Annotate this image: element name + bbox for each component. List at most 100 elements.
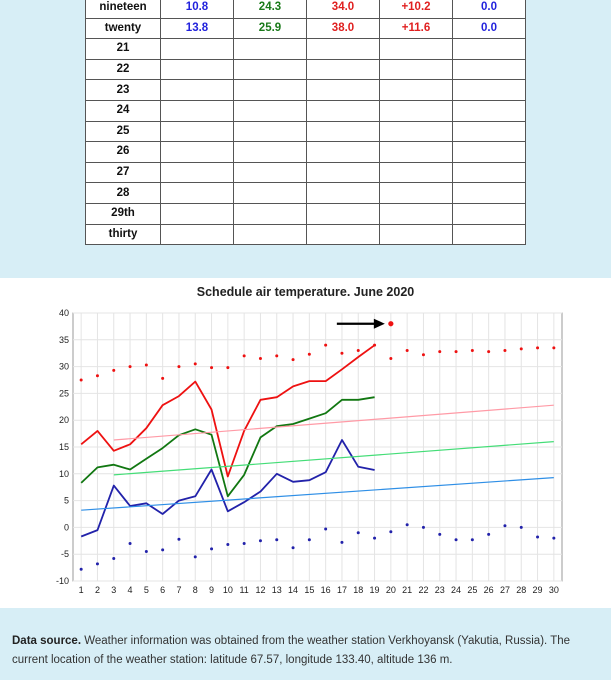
cell-precipitation (452, 120, 526, 143)
series-record-min-point (421, 525, 425, 529)
x-tick-label: 9 (209, 585, 214, 595)
x-tick-label: 5 (144, 585, 149, 595)
cell-precipitation (452, 79, 526, 101)
cell-max-temp (306, 202, 380, 225)
series-record-min-point (438, 532, 442, 536)
series-record-min-point (307, 538, 311, 542)
y-tick-label: -10 (56, 576, 69, 586)
series-record-max-point (258, 357, 262, 361)
series-min-line (80, 439, 375, 538)
cell-avg-temp (233, 38, 307, 60)
cell-anomaly: +11.6 (379, 17, 453, 40)
cell-min-temp (160, 223, 234, 246)
series-record-max-point (95, 374, 99, 378)
series-record-min-point (177, 537, 181, 541)
table-row: 22 (85, 58, 526, 81)
cell-precipitation: 0.0 (452, 0, 526, 19)
daily-temperature-table: nineteen 10.8 24.3 34.0 +10.2 0.0 twenty 13.8 25… (85, 0, 526, 246)
y-tick-label: 30 (59, 362, 69, 372)
x-tick-label: 15 (304, 585, 314, 595)
series-record-min-point (503, 524, 507, 528)
series-record-min-point (79, 567, 83, 571)
cell-day: 26 (85, 141, 161, 163)
cell-min-temp (160, 141, 234, 163)
cell-avg-temp (233, 58, 307, 81)
x-tick-label: 14 (288, 585, 298, 595)
y-tick-label: 20 (59, 415, 69, 425)
cell-min-temp: 10.8 (160, 0, 234, 19)
series-record-min-point (242, 541, 246, 545)
series-record-min-point (356, 531, 360, 535)
chart-panel: -10 -5 0 5 10 15 20 25 30 35 40 1 2 3 4 5 6 7 8 9 10 11 12 13 14… (0, 278, 611, 608)
cell-avg-temp: 25.9 (233, 17, 307, 40)
cell-min-temp (160, 38, 234, 60)
table-row: 21 (85, 38, 526, 60)
x-tick-label: 11 (239, 585, 248, 595)
cell-precipitation (452, 223, 526, 246)
series-record-max-point (405, 349, 409, 353)
x-tick-label: 8 (193, 585, 198, 595)
cell-anomaly: +10.2 (379, 0, 453, 19)
series-record-max-point (112, 368, 116, 372)
cell-max-temp (306, 120, 380, 143)
cell-avg-temp (233, 161, 307, 184)
series-record-max-point (144, 363, 148, 367)
cell-max-temp: 38.0 (306, 17, 380, 40)
series-today-max-point (388, 321, 394, 327)
y-tick-label: -5 (61, 549, 69, 559)
series-record-max-point (275, 354, 279, 358)
series-record-min-point (161, 548, 165, 552)
cell-precipitation (452, 182, 526, 204)
series-record-min-point (95, 562, 99, 566)
x-tick-label: 20 (386, 585, 396, 595)
cell-anomaly (379, 99, 453, 122)
cell-min-temp (160, 120, 234, 143)
cell-avg-temp (233, 120, 307, 143)
x-tick-label: 25 (467, 585, 477, 595)
series-record-min-point (373, 536, 377, 540)
cell-day: 27 (85, 161, 161, 184)
series-record-max-point (373, 343, 377, 347)
cell-precipitation (452, 141, 526, 163)
cell-min-temp: 13.8 (160, 17, 234, 40)
cell-avg-temp (233, 223, 307, 246)
x-tick-label: 21 (402, 585, 412, 595)
x-tick-label: 17 (337, 585, 347, 595)
table-row: 29th (85, 202, 526, 225)
x-tick-label: 30 (549, 585, 559, 595)
series-record-min-point (519, 525, 523, 529)
series-record-min-point (487, 532, 491, 536)
series-record-min-point (275, 538, 279, 542)
cell-max-temp (306, 99, 380, 122)
chart-title: Schedule air temperature. June 2020 (196, 285, 415, 299)
cell-precipitation (452, 161, 526, 184)
x-tick-label: 28 (516, 585, 526, 595)
cell-max-temp (306, 223, 380, 246)
cell-day: 29th (85, 202, 161, 225)
cell-precipitation (452, 38, 526, 60)
cell-max-temp (306, 182, 380, 204)
series-record-min-point (536, 535, 540, 539)
cell-anomaly (379, 202, 453, 225)
series-record-min-point (552, 536, 556, 540)
cell-max-temp (306, 58, 380, 81)
cell-avg-temp (233, 79, 307, 101)
cell-max-temp (306, 161, 380, 184)
series-record-min-point (454, 538, 458, 542)
cell-avg-temp (233, 141, 307, 163)
data-source-text: Weather information was obtained from th… (12, 635, 571, 666)
x-tick-label: 10 (223, 585, 233, 595)
cell-day: 23 (85, 79, 161, 101)
series-record-min-point (193, 555, 197, 559)
cell-precipitation (452, 202, 526, 225)
series-record-max-point (438, 350, 442, 354)
cell-avg-temp (233, 202, 307, 225)
series-record-max-point (454, 350, 458, 354)
cell-day: thirty (85, 223, 161, 246)
series-record-max-point (161, 376, 165, 380)
x-tick-label: 27 (500, 585, 510, 595)
series-record-min-point (128, 541, 132, 545)
series-record-min-point (144, 550, 148, 554)
y-tick-label: 5 (64, 496, 69, 506)
series-record-max-point (536, 346, 540, 350)
